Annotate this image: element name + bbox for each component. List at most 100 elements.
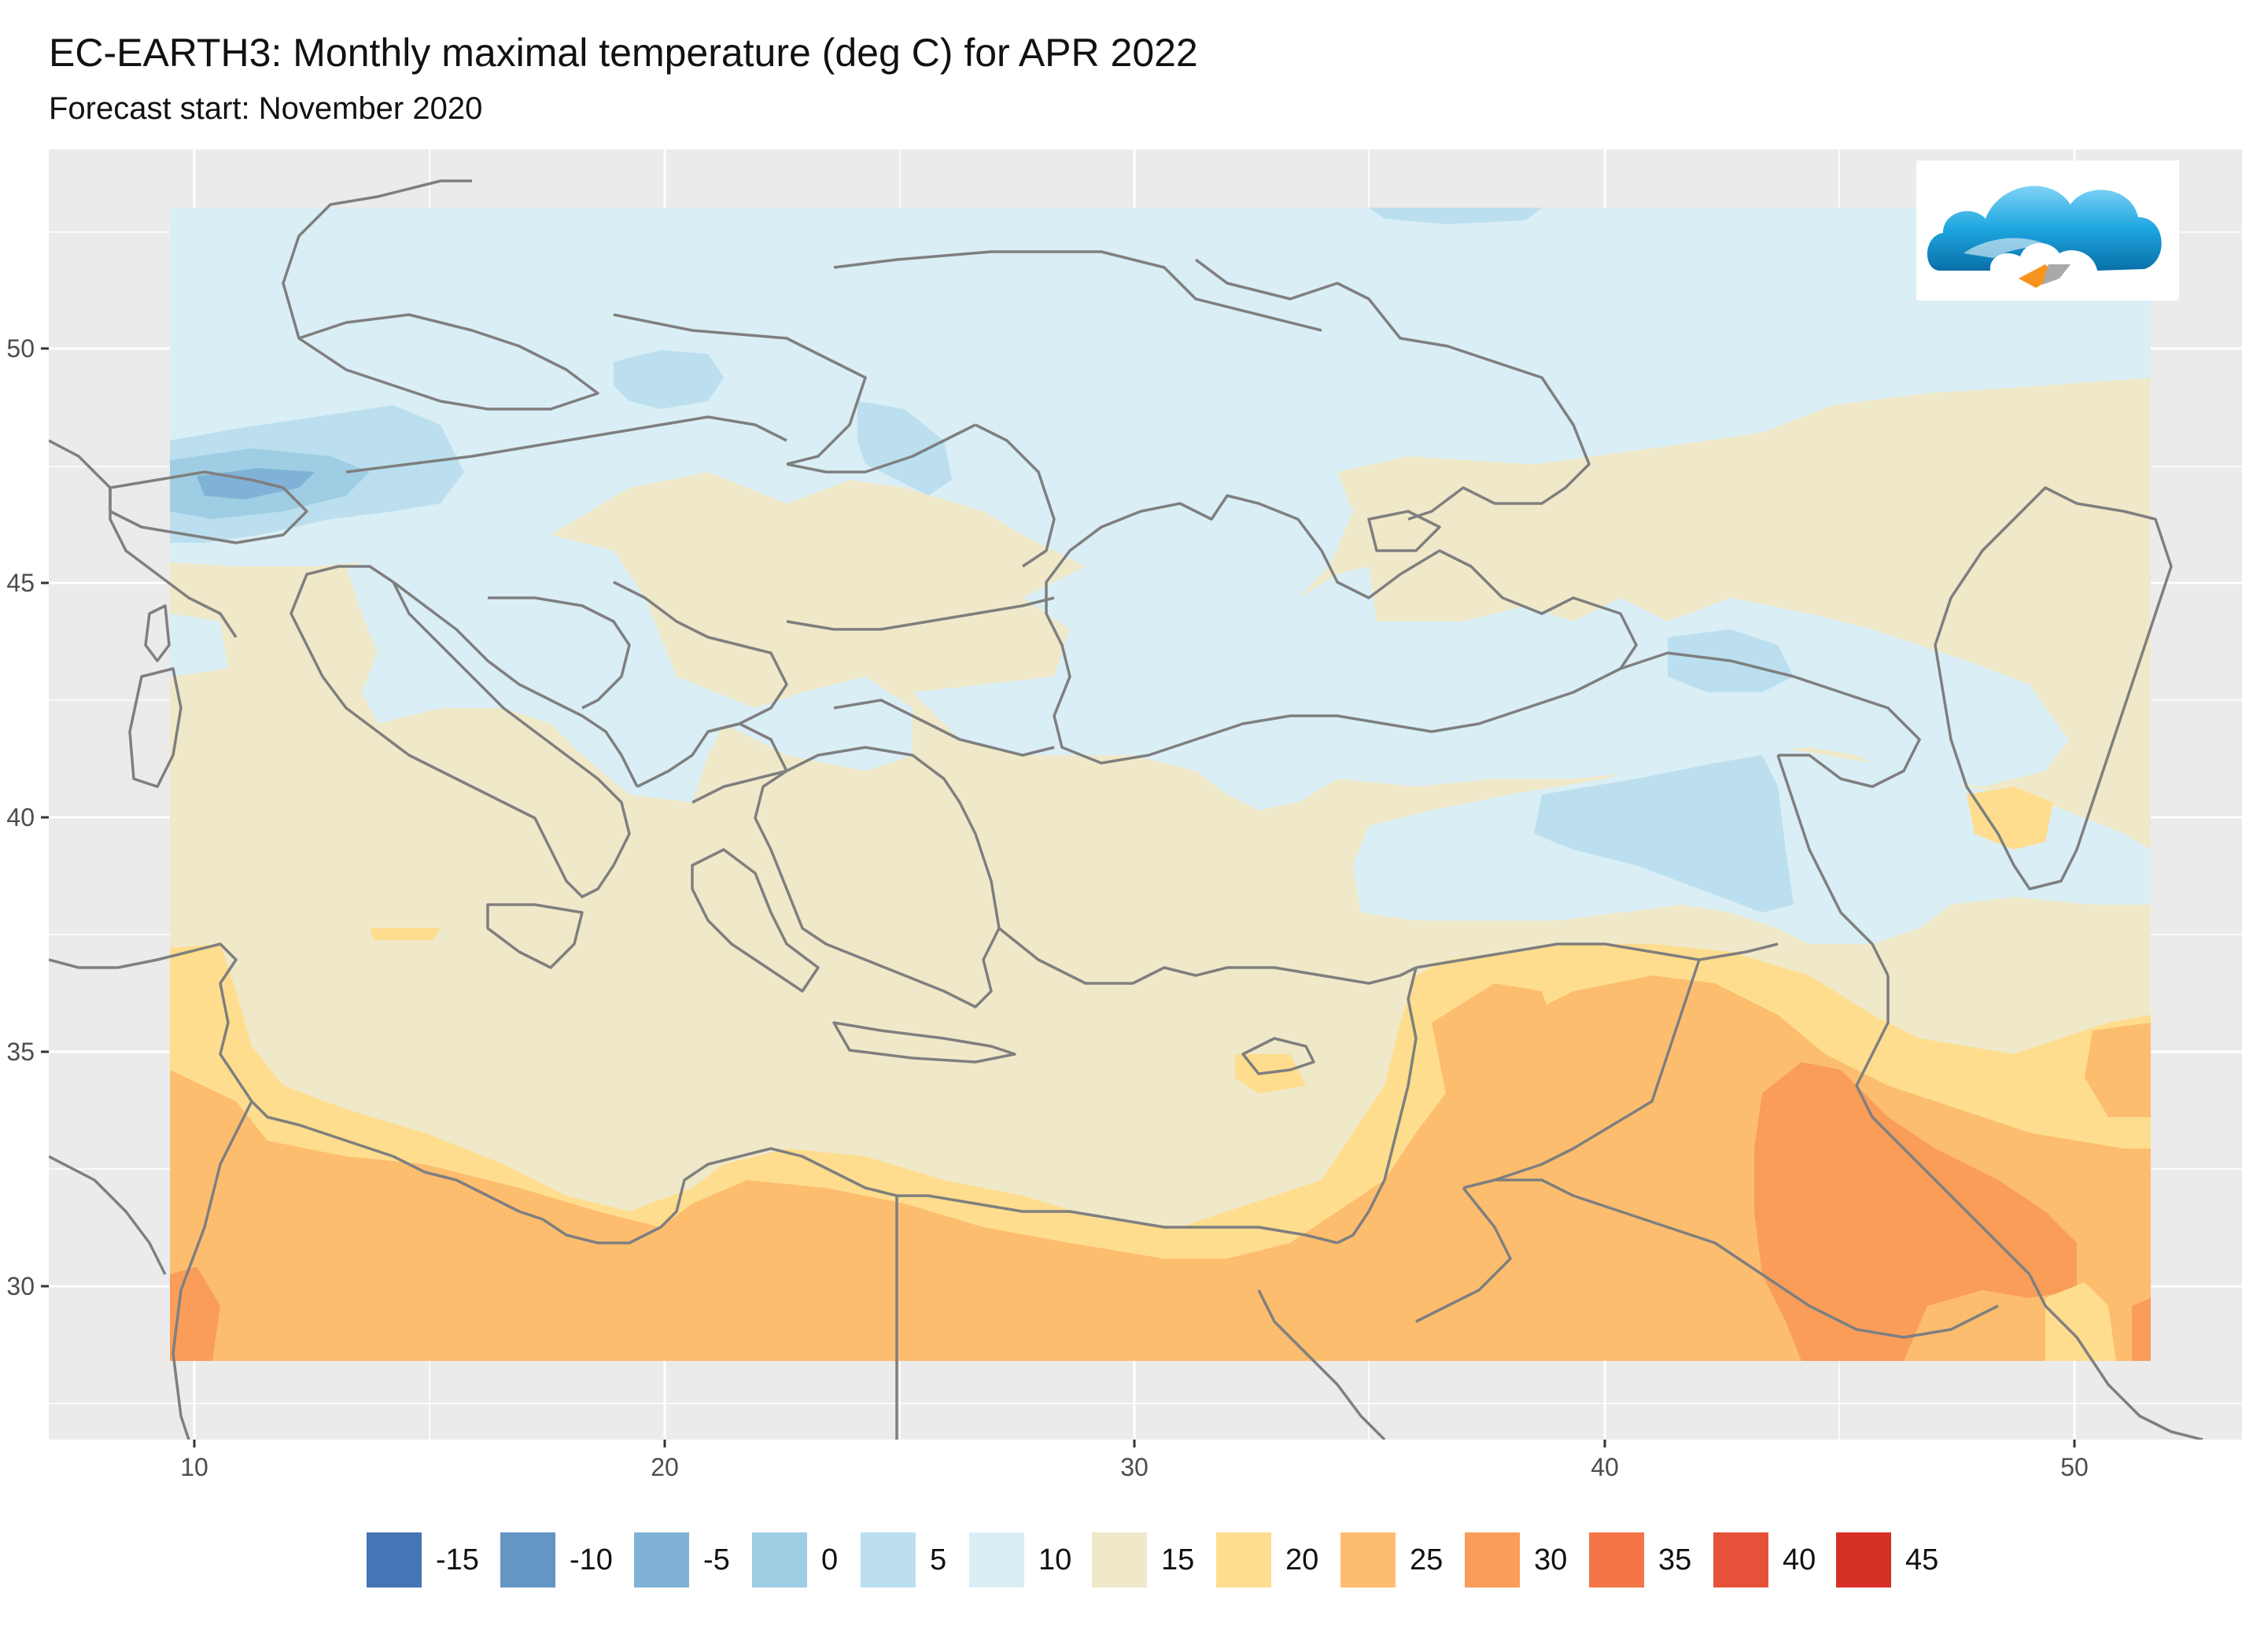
legend-label: 40 xyxy=(1783,1543,1816,1576)
temperature-band-25-east xyxy=(2085,1023,2151,1117)
border-romania-hungary xyxy=(786,423,976,474)
temperature-band-30-iraq xyxy=(1754,1062,2077,1361)
legend-label: 15 xyxy=(1161,1543,1195,1576)
temperature-band-20-right-hotspot xyxy=(1967,787,2053,850)
x-axis-labels: 10 20 30 40 50 xyxy=(180,1453,2089,1481)
border-austria-hungary xyxy=(345,415,787,474)
legend-swatch xyxy=(752,1532,807,1587)
country-borders xyxy=(49,179,2203,1440)
legend-label: -5 xyxy=(703,1543,730,1576)
coastline-azov-sea xyxy=(1367,510,1441,552)
border-poland-ukraine xyxy=(613,313,867,466)
legend-label: 45 xyxy=(1905,1543,1939,1576)
border-romania-bulgaria xyxy=(786,596,1055,631)
coastline-levant xyxy=(1337,967,1418,1245)
axis-ticks xyxy=(41,347,2076,1447)
legend-swatch xyxy=(1216,1532,1271,1587)
temperature-map: 10 20 30 40 50 50 45 40 35 30 xyxy=(6,149,2242,1481)
coastline-sardinia xyxy=(128,667,183,788)
border-france xyxy=(49,439,238,638)
coastline-greece-peloponnese xyxy=(691,848,820,993)
y-axis-labels: 50 45 40 35 30 xyxy=(6,334,35,1300)
legend-label: -10 xyxy=(570,1543,613,1576)
border-moldova-romania xyxy=(975,423,1056,568)
coastline-red-sea xyxy=(1257,1289,1386,1440)
legend-label: 10 xyxy=(1038,1543,1072,1576)
coastline-adriatic-east xyxy=(392,581,639,787)
x-tick-label: 30 xyxy=(1120,1453,1149,1481)
coastline-tunisia xyxy=(157,942,253,1102)
border-jordan-saudi xyxy=(1415,1186,1512,1323)
legend-label: 5 xyxy=(930,1543,947,1576)
border-switzerland xyxy=(109,470,308,544)
x-tick-label: 10 xyxy=(180,1453,208,1481)
coastline-aegean xyxy=(754,746,1001,1009)
coastline-cyprus xyxy=(1241,1037,1315,1075)
border-balkans-coast xyxy=(636,722,788,788)
legend-swatch xyxy=(634,1532,689,1587)
temperature-band-20-cyprus xyxy=(1235,1054,1306,1093)
y-tick-label: 50 xyxy=(6,334,35,363)
border-belarus xyxy=(833,250,1322,332)
legend-swatch xyxy=(1589,1532,1644,1587)
border-germany xyxy=(282,179,472,339)
coastline-sicily xyxy=(486,903,584,969)
legend-swatch xyxy=(1836,1532,1891,1587)
legend-swatch xyxy=(367,1532,422,1587)
coastline-egypt-libya xyxy=(250,1100,1338,1245)
coastline-corsica xyxy=(144,604,171,662)
border-croatia-bosnia xyxy=(488,596,631,710)
border-saudi-iraq xyxy=(1495,1178,1999,1339)
legend-swatch xyxy=(500,1532,555,1587)
temperature-band-10-balkans xyxy=(346,535,913,802)
temperature-band-10-west-edge xyxy=(170,614,228,677)
y-tick-label: 30 xyxy=(6,1272,35,1300)
temperature-band-20-sicily xyxy=(370,928,441,940)
chart-subtitle: Forecast start: November 2020 xyxy=(49,91,483,126)
legend-swatch xyxy=(1092,1532,1147,1587)
temperature-band-10-north xyxy=(170,208,2151,598)
coastline-persian-gulf xyxy=(2028,1274,2203,1440)
border-algeria-morocco xyxy=(49,1155,167,1275)
legend-swatch xyxy=(969,1532,1024,1587)
legend-label: 25 xyxy=(1410,1543,1444,1576)
legend-label: 0 xyxy=(821,1543,839,1576)
chart-title: EC-EARTH3: Monthly maximal temperature (… xyxy=(49,31,1198,75)
border-greece-north xyxy=(691,769,787,804)
coastline-black-sea xyxy=(1045,494,1638,765)
temperature-band-5-iceland-top xyxy=(1369,208,1542,224)
border-bulgaria-turkey xyxy=(833,699,1055,757)
x-tick-label: 50 xyxy=(2060,1453,2089,1481)
legend-swatch xyxy=(1713,1532,1768,1587)
temperature-band-30-libya xyxy=(170,1267,220,1361)
temperature-band-25-levant xyxy=(1432,983,1558,1117)
border-syria-turkey xyxy=(1415,942,1779,969)
legend-swatch xyxy=(1465,1532,1520,1587)
legend-label: -15 xyxy=(436,1543,479,1576)
coastline-turkey-south xyxy=(997,927,1417,985)
temperature-band-25-south xyxy=(170,975,2151,1361)
y-tick-label: 45 xyxy=(6,569,35,597)
legend-swatch xyxy=(861,1532,916,1587)
border-georgia-armenia xyxy=(1620,651,1921,788)
coastline-algeria xyxy=(49,958,158,969)
coastline-caspian xyxy=(1934,486,2173,891)
border-serbia xyxy=(613,581,788,733)
temperature-band-30-far-east xyxy=(2132,1298,2151,1361)
legend-label: 30 xyxy=(1534,1543,1568,1576)
temperature-band-5-east-anatolia xyxy=(1534,755,1794,913)
x-tick-label: 40 xyxy=(1591,1453,1619,1481)
legend-label: 20 xyxy=(1285,1543,1319,1576)
x-tick-label: 20 xyxy=(651,1453,679,1481)
cloud-logo-icon xyxy=(1916,160,2179,301)
border-turkey-iran xyxy=(1776,754,1890,976)
temperature-band-20-kuwait xyxy=(2045,1282,2116,1361)
legend: -15 -10 -5 0 5 10 15 20 25 30 35 40 xyxy=(0,1532,2242,1595)
coastline-italy xyxy=(289,565,631,898)
temperature-band-5-tatra xyxy=(614,350,724,409)
legend-swatch xyxy=(1340,1532,1396,1587)
border-iraq-iran xyxy=(1855,975,2031,1276)
border-czechia xyxy=(297,313,599,411)
border-syria-iraq xyxy=(1462,959,1701,1189)
coastline-crete xyxy=(832,1021,1016,1064)
